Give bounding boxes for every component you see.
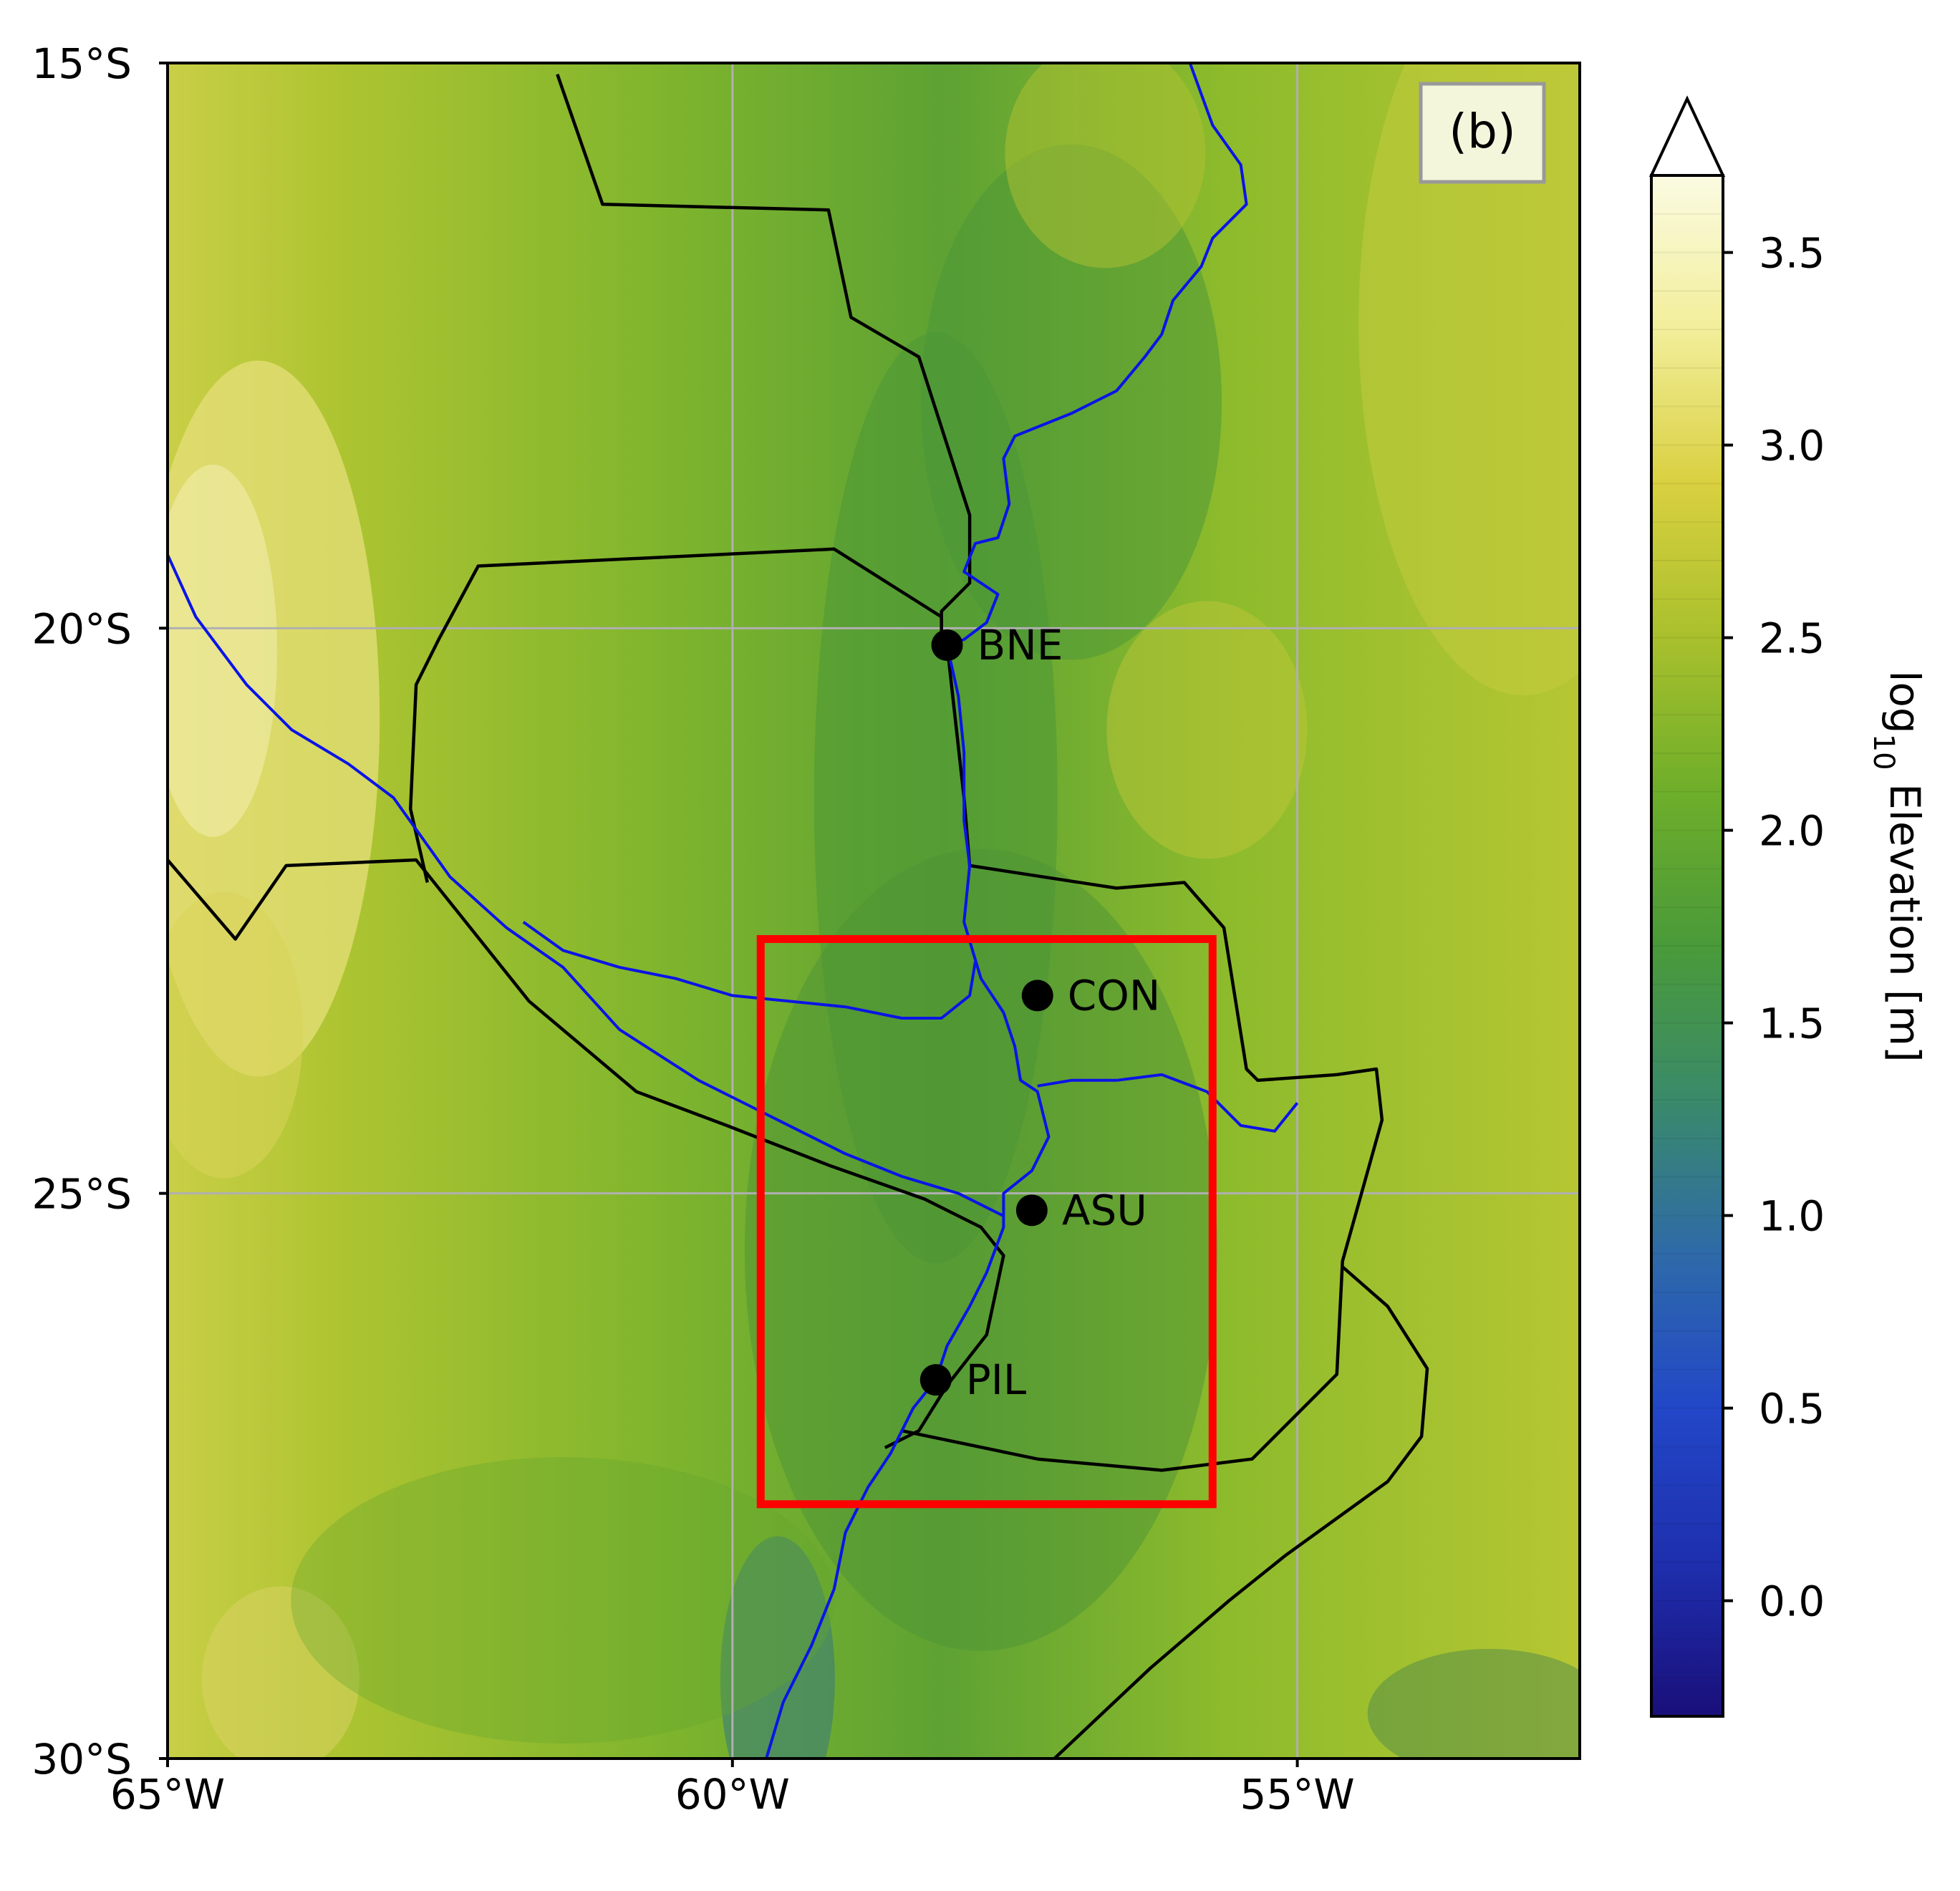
colorbar-tick-label: 2.5 bbox=[1759, 614, 1825, 663]
river-line bbox=[168, 553, 1005, 1217]
colorbar-label: log10 Elevation [m] bbox=[1867, 670, 1929, 1062]
lat-tick-label: 30°S bbox=[32, 1735, 132, 1784]
terrain-patch bbox=[744, 848, 1217, 1651]
colorbar-frame bbox=[1650, 174, 1724, 1718]
colorbar-fill bbox=[1651, 175, 1723, 1716]
colorbar-tick-label: 1.0 bbox=[1759, 1192, 1825, 1241]
station-marker bbox=[1021, 980, 1053, 1012]
station-label: ASU bbox=[1062, 1186, 1147, 1234]
station-label: BNE bbox=[977, 621, 1063, 669]
colorbar-ticks: 0.0 0.5 1.0 1.5 2.0 2.5 3.0 3.5 bbox=[1723, 229, 1825, 1626]
station-label: CON bbox=[1068, 971, 1161, 1020]
panel-label-box: (b) bbox=[1419, 82, 1546, 184]
terrain-patch bbox=[921, 144, 1222, 660]
station-asu: ASU bbox=[1015, 1186, 1147, 1234]
colorbar-tick-label: 0.5 bbox=[1759, 1385, 1825, 1433]
border-line bbox=[901, 644, 1384, 1472]
border-line bbox=[556, 74, 972, 645]
border-line bbox=[168, 858, 1005, 1449]
terrain-patch bbox=[1358, 63, 1580, 695]
lon-tick-label: 55°W bbox=[1240, 1770, 1355, 1819]
terrain-shading bbox=[168, 63, 1580, 1759]
terrain-patch bbox=[1106, 601, 1308, 859]
terrain-patch bbox=[1005, 63, 1206, 269]
colorbar-tick-label: 2.0 bbox=[1759, 807, 1825, 856]
river-line bbox=[522, 921, 977, 1020]
colorbar-bands bbox=[1651, 175, 1723, 1716]
panel-label: (b) bbox=[1449, 104, 1515, 159]
map-frame bbox=[166, 62, 1581, 1760]
lat-tick-label: 25°S bbox=[32, 1170, 132, 1219]
colorbar: 0.0 0.5 1.0 1.5 2.0 2.5 3.0 3.5 log10 Elevation… bbox=[1648, 95, 1929, 1718]
terrain-patch bbox=[291, 1456, 836, 1744]
lat-tick-label: 20°S bbox=[32, 604, 132, 653]
country-borders bbox=[168, 74, 1429, 1759]
station-label: PIL bbox=[966, 1355, 1026, 1404]
terrain-patch bbox=[1367, 1648, 1580, 1759]
colorbar-tick-label: 3.0 bbox=[1759, 422, 1825, 470]
station-con: CON bbox=[1021, 971, 1161, 1020]
border-line bbox=[1053, 1265, 1429, 1759]
river-line bbox=[1037, 1073, 1299, 1133]
colorbar-tick-label: 3.5 bbox=[1759, 229, 1825, 278]
station-marker bbox=[931, 629, 963, 662]
stations: BNE CON ASU PIL bbox=[919, 621, 1161, 1404]
lon-tick-label: 65°W bbox=[110, 1770, 225, 1819]
lon-tick-label: 60°W bbox=[675, 1770, 790, 1819]
terrain-patch bbox=[720, 1536, 835, 1759]
station-marker bbox=[919, 1364, 952, 1396]
terrain-patch bbox=[168, 891, 303, 1179]
station-bne: BNE bbox=[931, 621, 1063, 669]
station-pil: PIL bbox=[919, 1355, 1026, 1404]
lat-tick-label: 15°S bbox=[32, 39, 132, 88]
axis-ticks: 15°S 20°S 25°S 30°S65°W 60°W 55°W bbox=[32, 39, 1354, 1819]
map-area: BNE CON ASU PIL bbox=[168, 63, 1580, 1759]
terrain-patch bbox=[201, 1586, 359, 1759]
border-line bbox=[408, 547, 943, 884]
station-marker bbox=[1015, 1194, 1048, 1227]
colorbar-extend-arrow bbox=[1648, 95, 1726, 177]
colorbar-tick-label: 0.0 bbox=[1759, 1577, 1825, 1626]
graticule bbox=[168, 63, 1580, 1759]
colorbar-tick-label: 1.5 bbox=[1759, 1000, 1825, 1048]
study-region-box bbox=[756, 934, 1217, 1509]
